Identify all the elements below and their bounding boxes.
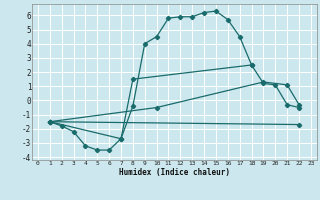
- X-axis label: Humidex (Indice chaleur): Humidex (Indice chaleur): [119, 168, 230, 177]
